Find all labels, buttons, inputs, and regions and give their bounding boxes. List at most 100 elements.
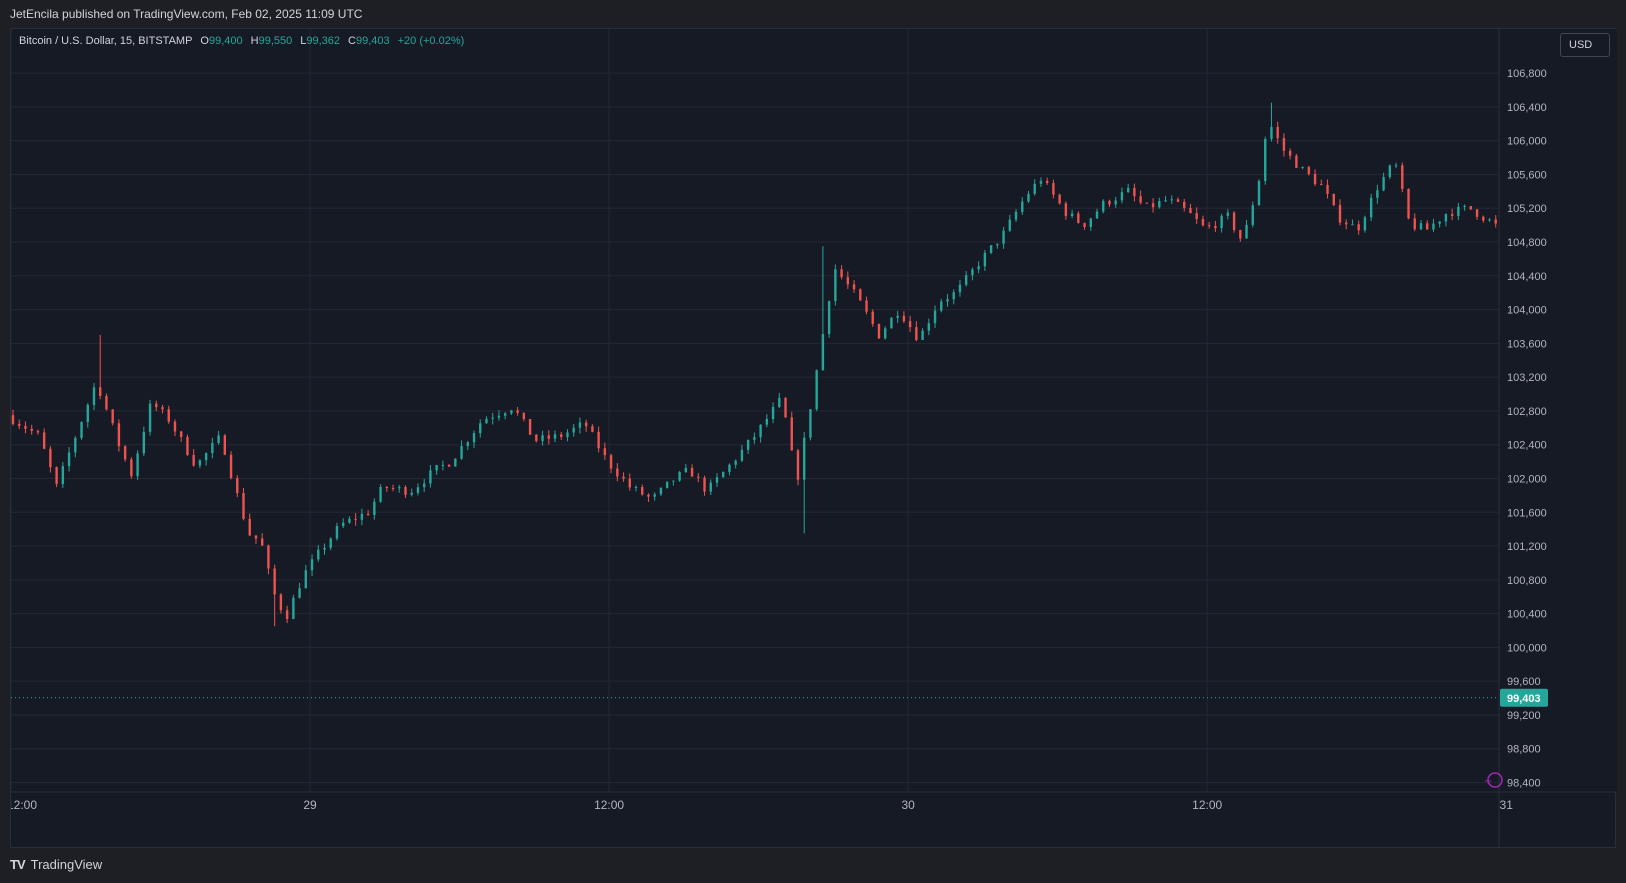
candle-body (422, 483, 426, 488)
candle-body (503, 413, 507, 416)
candle-body (55, 467, 58, 485)
candle-body (940, 301, 943, 311)
candle-body (871, 311, 874, 324)
candle-body (1027, 193, 1030, 202)
candle-body (74, 438, 77, 453)
candle-body (622, 476, 625, 479)
candle-body (36, 430, 40, 433)
candle-body (759, 424, 762, 438)
candle-body (678, 471, 681, 481)
candle-body (180, 431, 183, 437)
price-tick-label: 103,200 (1507, 372, 1547, 384)
candle-body (1450, 214, 1454, 216)
candle-body (547, 435, 550, 439)
candle-body (1482, 216, 1485, 221)
candle-body (123, 446, 127, 460)
candle-body (1183, 201, 1186, 208)
candle-body (1301, 167, 1304, 169)
candle-body (447, 464, 451, 467)
candle-body (229, 454, 233, 479)
candle-body (734, 460, 737, 465)
candle-body (1102, 200, 1105, 212)
candle-body (1151, 203, 1155, 208)
price-tick-label: 105,600 (1507, 169, 1547, 181)
candle-body (30, 428, 33, 431)
candle-body (1021, 201, 1024, 212)
candle-body (609, 455, 613, 469)
candle-body (628, 478, 631, 488)
footer-bar: TV TradingView (0, 848, 1626, 883)
candle-body (1270, 126, 1273, 140)
price-axis[interactable]: 98,400 98,800 99,200 99,600 100,000 100,400 10… (1507, 68, 1547, 789)
candle-body (198, 460, 202, 466)
candle-body (1120, 192, 1124, 201)
price-tick-label: 101,200 (1507, 541, 1547, 553)
time-tick-label: 12:00 (1192, 798, 1222, 812)
candle-body (366, 513, 370, 516)
candle-body (279, 594, 283, 611)
candle-body (404, 487, 407, 495)
candle-body (1307, 167, 1311, 174)
price-axis-background[interactable] (1499, 29, 1617, 792)
candle-body (1058, 194, 1061, 204)
candle-body (815, 370, 818, 410)
candle-body (61, 466, 65, 485)
symbol-name[interactable]: Bitcoin / U.S. Dollar, 15, BITSTAMP (19, 35, 193, 47)
candle-body (485, 418, 488, 424)
candle-body (335, 526, 339, 539)
tradingview-logo[interactable]: TV TradingView (10, 857, 102, 872)
candle-body (429, 470, 432, 484)
candle-body (703, 477, 706, 492)
chart-pane[interactable]: 98,400 98,800 99,200 99,600 100,000 100,400 10… (10, 28, 1617, 849)
candle-body (223, 435, 227, 455)
price-tick-label: 106,400 (1507, 102, 1547, 114)
candle-body (155, 403, 158, 408)
candle-body (591, 426, 594, 432)
change-value: +20 (+0.02%) (397, 35, 465, 47)
tradingview-logo-icon: TV (10, 857, 26, 872)
candle-body (1220, 215, 1223, 229)
candle-body (1214, 226, 1217, 229)
candle-body (535, 434, 538, 442)
candle-body (690, 467, 694, 477)
candle-body (634, 486, 638, 488)
candle-body (790, 417, 793, 451)
candlestick-chart[interactable]: 98,400 98,800 99,200 99,600 100,000 100,400 10… (11, 29, 1617, 849)
price-tick-label: 106,800 (1507, 68, 1547, 80)
candle-body (11, 415, 15, 424)
candle-body (80, 422, 83, 439)
candle-body (1251, 205, 1254, 225)
candle-body (416, 487, 420, 493)
compare-icon[interactable]: + (1484, 772, 1503, 788)
candle-body (92, 387, 96, 405)
candle-body (616, 468, 619, 477)
candle-body (1426, 223, 1429, 230)
candle-body (1432, 223, 1435, 230)
candle-body (653, 494, 656, 497)
candle-body (834, 269, 837, 302)
candle-body (1158, 201, 1161, 208)
candle-body (1444, 214, 1448, 222)
publisher-line: JetEncila published on TradingView.com, … (10, 7, 363, 21)
candle-body (186, 436, 189, 455)
candle-body (1257, 180, 1261, 206)
close-label: C (348, 35, 356, 47)
price-tick-label: 102,800 (1507, 406, 1547, 418)
candle-body (192, 454, 195, 466)
candle-body (341, 522, 345, 527)
candle-body (130, 459, 133, 477)
currency-button[interactable]: USD (1560, 33, 1610, 57)
candle-body (1189, 207, 1192, 214)
candle-body (908, 321, 912, 328)
candle-body (672, 480, 675, 482)
candle-body (1033, 183, 1036, 194)
candle-body (1282, 138, 1286, 151)
candle-body (603, 448, 607, 456)
last-price-tag-background (1500, 688, 1548, 707)
price-tick-label: 104,000 (1507, 305, 1547, 317)
candle-body (148, 403, 152, 432)
candle-body (49, 448, 52, 468)
candle-body (597, 431, 600, 449)
publisher-bar: JetEncila published on TradingView.com, … (0, 0, 1626, 28)
